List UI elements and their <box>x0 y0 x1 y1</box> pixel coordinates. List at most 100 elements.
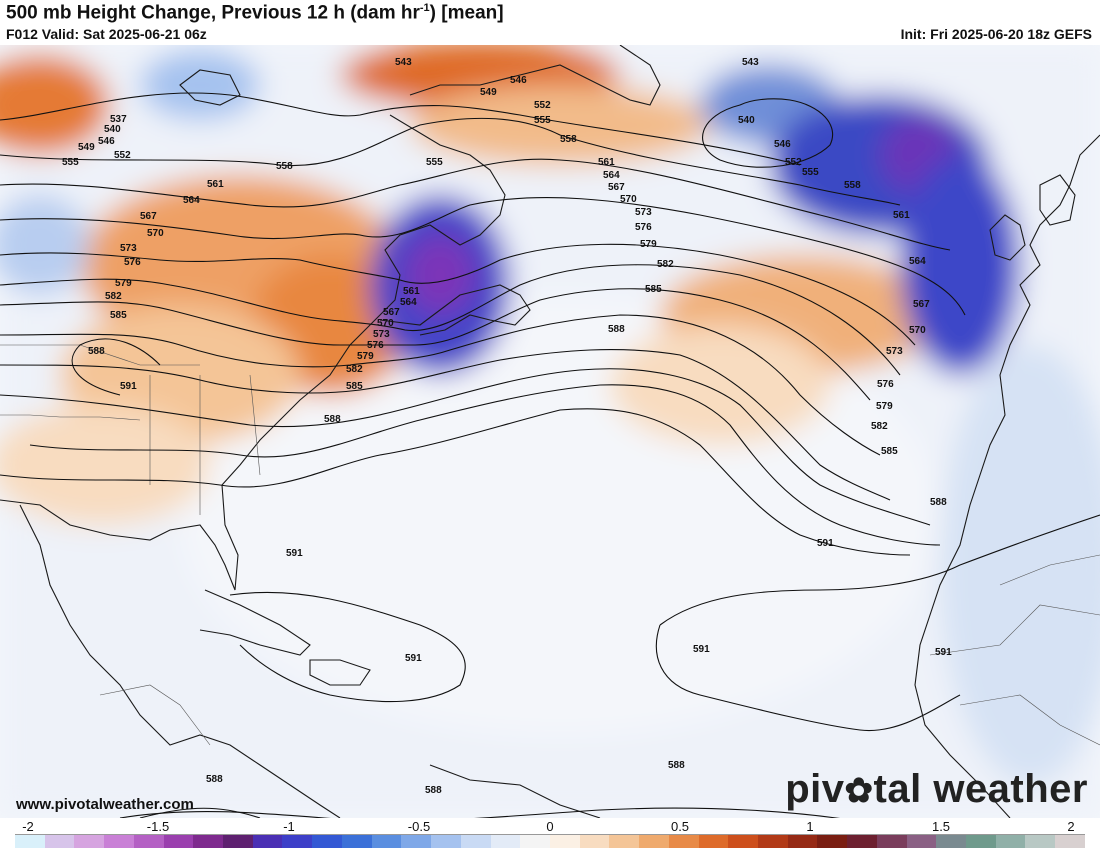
contour-label: 591 <box>286 548 303 559</box>
colorbar-swatch <box>74 835 105 848</box>
colorbar-swatch <box>966 835 996 848</box>
contour-label: 570 <box>909 325 926 336</box>
contour-label: 582 <box>871 421 888 432</box>
colorbar-swatch <box>15 835 45 848</box>
colorbar <box>15 834 1085 848</box>
contour-label: 561 <box>598 157 615 168</box>
colorbar-ticks: -2 -1.5 -1 -0.5 0 0.5 1 1.5 2 <box>0 818 1100 834</box>
political-borders <box>0 344 1100 746</box>
contour-label: 588 <box>668 760 685 771</box>
contour-label: 564 <box>400 297 417 308</box>
contour-label: 549 <box>480 87 497 98</box>
init-time: Init: Fri 2025-06-20 18z GEFS <box>900 26 1092 42</box>
contour-label: 555 <box>62 157 79 168</box>
contour-label: 552 <box>785 157 802 168</box>
colorbar-swatch <box>223 835 253 848</box>
colorbar-swatch <box>906 835 937 848</box>
colorbar-swatch <box>609 835 640 848</box>
contour-label: 558 <box>560 134 577 145</box>
contour-label: 552 <box>114 150 131 161</box>
contour-label: 588 <box>930 497 947 508</box>
site-url[interactable]: www.pivotalweather.com <box>16 796 194 813</box>
colorbar-swatch <box>936 835 966 848</box>
contour-label: 588 <box>425 785 442 796</box>
colorbar-swatch <box>757 835 788 848</box>
contour-label: 582 <box>105 291 122 302</box>
colorbar-swatch <box>460 835 491 848</box>
contour-label: 576 <box>124 257 141 268</box>
contour-label: 576 <box>635 222 652 233</box>
map-canvas: 543 546 549 552 555 558 561 564 567 570 … <box>0 45 1100 818</box>
colorbar-swatch <box>104 835 134 848</box>
contour-label: 552 <box>534 100 551 111</box>
contour-label: 591 <box>935 647 952 658</box>
colorbar-swatch <box>728 835 758 848</box>
colorbar-swatch <box>252 835 283 848</box>
colorbar-swatch <box>579 835 610 848</box>
colorbar-swatch <box>668 835 699 848</box>
coastlines <box>0 45 1100 818</box>
colorbar-tick: -2 <box>22 819 34 834</box>
contour-label: 576 <box>367 340 384 351</box>
colorbar-swatch <box>639 835 669 848</box>
contour-label: 585 <box>110 310 127 321</box>
colorbar-tick: 2 <box>1067 819 1075 834</box>
contour-label: 555 <box>802 167 819 178</box>
colorbar-swatch <box>312 835 342 848</box>
contour-label: 546 <box>98 136 115 147</box>
colorbar-swatch <box>490 835 521 848</box>
contour-label: 567 <box>608 182 625 193</box>
contour-label: 561 <box>893 210 910 221</box>
contour-label: 591 <box>693 644 710 655</box>
height-contours <box>0 92 1100 818</box>
contour-label: 543 <box>742 57 759 68</box>
contour-label: 564 <box>183 195 200 206</box>
contour-label: 573 <box>373 329 390 340</box>
colorbar-swatch <box>341 835 372 848</box>
contour-label: 573 <box>635 207 652 218</box>
contour-label: 579 <box>357 351 374 362</box>
colorbar-swatch <box>549 835 580 848</box>
contour-label: 591 <box>405 653 422 664</box>
contour-label: 591 <box>120 381 137 392</box>
colorbar-swatch <box>133 835 164 848</box>
contour-label: 537 <box>110 114 127 125</box>
contour-label: 576 <box>877 379 894 390</box>
colorbar-swatch <box>1055 835 1085 848</box>
contour-label: 570 <box>147 228 164 239</box>
contour-label: 591 <box>817 538 834 549</box>
contour-label: 567 <box>913 299 930 310</box>
contour-label: 558 <box>844 180 861 191</box>
colorbar-tick: 1 <box>806 819 814 834</box>
contour-label: 567 <box>140 211 157 222</box>
contour-label: 564 <box>603 170 620 181</box>
contour-label: 540 <box>738 115 755 126</box>
gear-icon: ✿ <box>844 772 874 810</box>
contour-label: 585 <box>346 381 363 392</box>
contour-label: 543 <box>395 57 412 68</box>
contour-label: 561 <box>403 286 420 297</box>
contour-label: 579 <box>876 401 893 412</box>
colorbar-tick: 0 <box>546 819 554 834</box>
contour-label: 558 <box>276 161 293 172</box>
contour-label: 588 <box>206 774 223 785</box>
contour-label: 555 <box>426 157 443 168</box>
contour-label: 579 <box>115 278 132 289</box>
colorbar-swatch <box>698 835 729 848</box>
contour-label: 588 <box>88 346 105 357</box>
height-change-shading <box>0 45 1100 818</box>
colorbar-swatch <box>371 835 402 848</box>
contour-label: 588 <box>608 324 625 335</box>
colorbar-swatch <box>520 835 550 848</box>
colorbar-swatch <box>163 835 194 848</box>
colorbar-tick: 1.5 <box>931 819 951 834</box>
contour-label: 579 <box>640 239 657 250</box>
contour-label: 546 <box>774 139 791 150</box>
contour-label: 585 <box>645 284 662 295</box>
colorbar-swatch <box>995 835 1026 848</box>
colorbar-tick: -0.5 <box>407 819 431 834</box>
colorbar-swatch <box>817 835 848 848</box>
contour-label: 573 <box>886 346 903 357</box>
contour-label: 546 <box>510 75 527 86</box>
contour-label: 585 <box>881 446 898 457</box>
